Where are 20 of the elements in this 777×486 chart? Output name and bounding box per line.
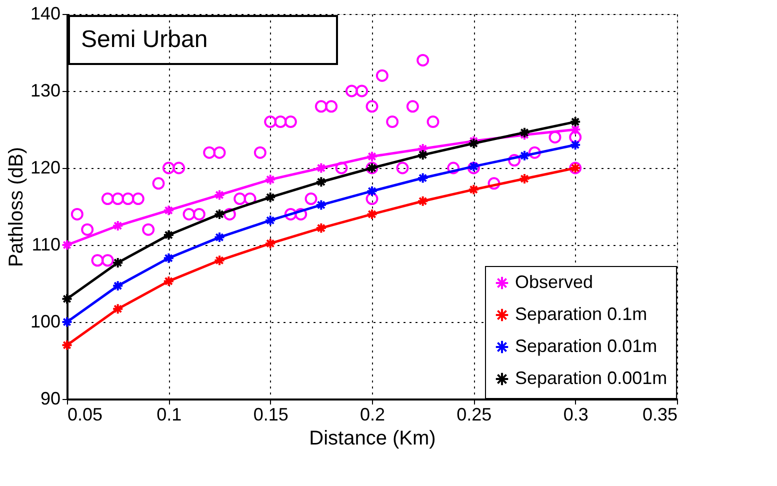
y-tick-label: 130 bbox=[30, 80, 60, 100]
x-tick-label: 0.15 bbox=[253, 404, 288, 424]
annotation: Semi Urban bbox=[81, 26, 208, 53]
x-axis-title: Distance (Km) bbox=[309, 428, 436, 450]
y-axis-title: Pathloss (dB) bbox=[5, 146, 28, 268]
x-tick-label: 0.2 bbox=[360, 404, 386, 424]
x-tick-label: 0.3 bbox=[563, 404, 588, 424]
legend-label: Separation 0.01m bbox=[515, 336, 658, 356]
y-tick-label: 140 bbox=[30, 4, 60, 24]
y-tick-label: 90 bbox=[40, 388, 60, 408]
legend-label: Separation 0.001m bbox=[515, 368, 668, 388]
y-tick-label: 100 bbox=[30, 312, 60, 332]
x-tick-label: 0.35 bbox=[642, 404, 678, 424]
x-tick-label: 0.1 bbox=[156, 404, 182, 424]
x-tick-label: 0.05 bbox=[68, 404, 103, 424]
y-tick-label: 120 bbox=[30, 158, 60, 178]
legend-label: Separation 0.1m bbox=[515, 304, 648, 324]
y-tick-label: 110 bbox=[32, 234, 60, 254]
x-tick-label: 0.25 bbox=[456, 404, 492, 424]
legend-label: Observed bbox=[515, 272, 594, 292]
